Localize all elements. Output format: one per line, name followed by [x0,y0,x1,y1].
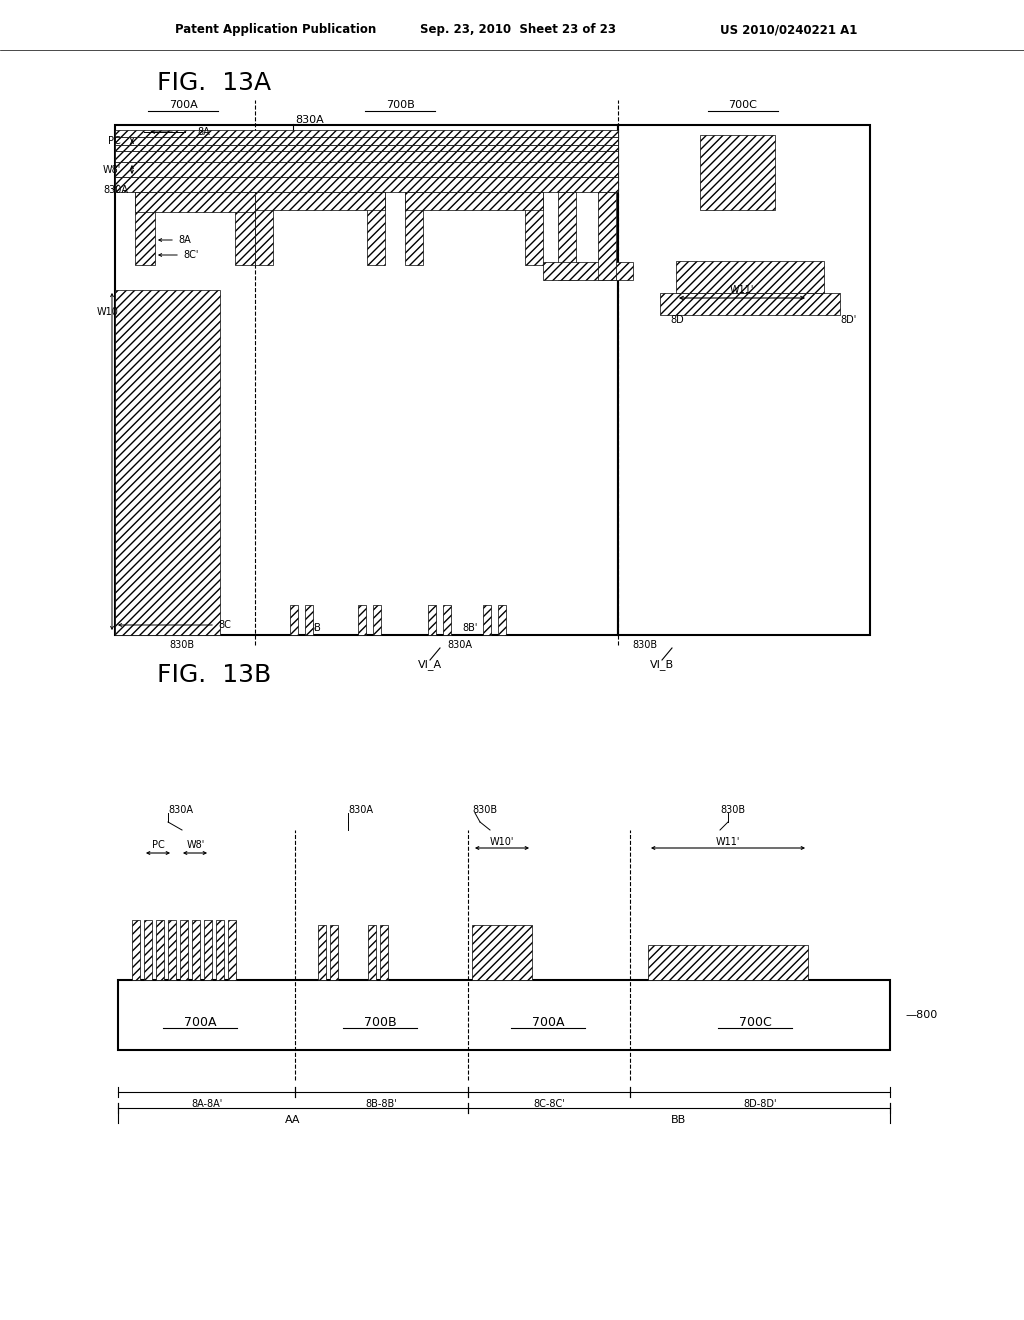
Text: US 2010/0240221 A1: US 2010/0240221 A1 [720,24,857,37]
Text: AA: AA [286,1115,301,1125]
Bar [358,605,366,635]
Bar [676,261,824,293]
Bar [168,920,176,979]
Bar [115,125,618,635]
Text: BB: BB [672,1115,687,1125]
Bar [115,145,618,150]
Bar [525,191,543,265]
Text: 8A: 8A [197,127,210,137]
Bar [216,920,224,979]
Text: VI_B: VI_B [650,660,674,671]
Text: 8D': 8D' [840,315,856,325]
Text: 8D: 8D [670,315,684,325]
Text: 8A: 8A [178,235,190,246]
Text: 830B: 830B [169,640,195,649]
Bar [406,191,423,265]
Bar [373,605,381,635]
Bar [135,191,155,265]
Text: 830A: 830A [103,185,128,195]
Text: 700A: 700A [531,1015,564,1028]
Text: W10': W10' [489,837,514,847]
Bar [305,605,313,635]
Text: VI_A: VI_A [418,660,442,671]
Bar [618,125,870,635]
Text: 8C: 8C [218,620,230,630]
Bar [234,191,255,265]
Bar [204,920,212,979]
Bar [443,605,451,635]
Text: 700B: 700B [364,1015,396,1028]
Bar [700,135,775,210]
Text: 830B: 830B [720,805,745,814]
Bar [367,191,385,265]
Bar [598,191,616,280]
Text: 700C: 700C [728,100,758,110]
Bar [483,605,490,635]
Text: —800: —800 [905,1010,937,1020]
Text: 830B: 830B [472,805,497,814]
Text: 8B': 8B' [462,623,477,634]
Text: W8': W8' [103,165,121,176]
Text: 830A: 830A [348,805,373,814]
Text: PC: PC [152,840,165,850]
Text: W10: W10 [97,308,119,317]
Bar [180,920,188,979]
Text: FIG.  13A: FIG. 13A [157,71,271,95]
Bar [543,261,633,280]
Text: 700A: 700A [183,1015,216,1028]
Text: 8B-8B': 8B-8B' [366,1100,397,1109]
Text: W11': W11' [716,837,740,847]
Bar [498,605,506,635]
Text: 8C': 8C' [183,249,199,260]
Text: 830A: 830A [447,640,472,649]
Text: 700A: 700A [169,100,198,110]
Text: 8D-8D': 8D-8D' [743,1100,777,1109]
Bar [115,129,618,137]
Bar [228,920,236,979]
Text: W8': W8' [186,840,205,850]
Text: 700C: 700C [738,1015,771,1028]
Bar [115,137,618,145]
Bar [290,605,298,635]
Text: W11': W11' [730,285,755,294]
Bar [406,191,543,210]
Bar [193,920,200,979]
Bar [115,150,618,162]
Text: 8C-8C': 8C-8C' [534,1100,565,1109]
Bar [115,290,220,635]
Text: FIG.  13B: FIG. 13B [157,663,271,686]
Bar [255,191,273,265]
Bar [135,191,255,213]
Bar [648,945,808,979]
Bar [380,925,388,979]
Text: 8A-8A': 8A-8A' [190,1100,222,1109]
Bar [428,605,436,635]
Text: 700B: 700B [386,100,415,110]
Bar [255,191,385,210]
Text: 8B: 8B [308,623,322,634]
Bar [472,925,532,979]
Text: 830B: 830B [633,640,657,649]
Text: PC: PC [108,136,121,147]
Text: Sep. 23, 2010  Sheet 23 of 23: Sep. 23, 2010 Sheet 23 of 23 [420,24,616,37]
Bar [132,920,140,979]
Bar [660,293,840,315]
Text: Patent Application Publication: Patent Application Publication [175,24,376,37]
Bar [118,979,890,1049]
Text: 830A: 830A [295,115,324,125]
Bar [368,925,376,979]
Text: 830A: 830A [168,805,193,814]
Bar [330,925,338,979]
Bar [156,920,164,979]
Bar [115,177,618,191]
Bar [144,920,152,979]
Bar [558,191,575,280]
Bar [115,162,618,177]
Bar [318,925,326,979]
